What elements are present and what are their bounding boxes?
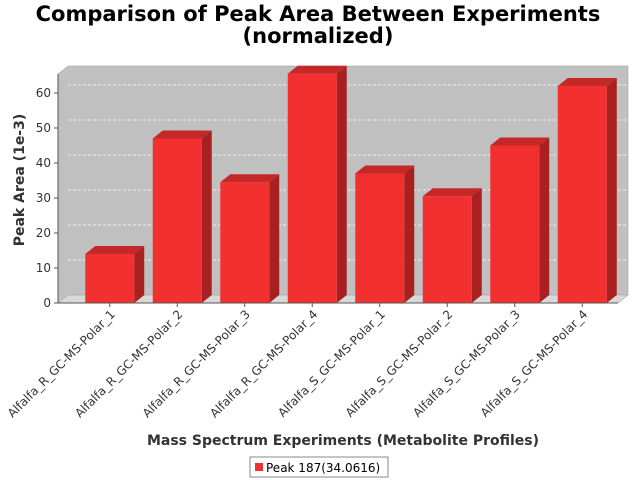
bar-side: [606, 78, 617, 303]
x-tick-label: Alfalfa_S_GC-MS-Polar_2: [343, 307, 456, 420]
y-tick-label: 40: [36, 156, 51, 170]
y-tick-label: 30: [36, 191, 51, 205]
bar-top: [152, 130, 212, 139]
bar-front: [287, 73, 337, 303]
bar-top: [422, 188, 482, 197]
bar: [355, 165, 415, 303]
y-tick-label: 20: [36, 226, 51, 240]
x-tick-label: Alfalfa_S_GC-MS-Polar_4: [478, 307, 591, 420]
legend-entry: Peak 187(34.0616): [266, 461, 380, 475]
bar: [287, 65, 347, 303]
x-tick-label: Alfalfa_S_GC-MS-Polar_1: [275, 307, 388, 420]
bar-front: [355, 173, 405, 303]
bar-side: [269, 174, 280, 303]
bar-front: [85, 254, 135, 303]
legend-box: [249, 456, 389, 478]
bar-front: [422, 196, 472, 303]
bar-side: [404, 165, 415, 303]
bar-top: [287, 65, 347, 74]
y-tick-label: 50: [36, 121, 51, 135]
bar-side: [471, 188, 482, 303]
x-axis-label: Mass Spectrum Experiments (Metabolite Pr…: [147, 433, 539, 449]
bar: [490, 137, 550, 303]
y-tick-label: 0: [43, 296, 51, 310]
bar-top: [220, 174, 280, 183]
bar: [422, 188, 482, 303]
bar-front: [152, 138, 202, 303]
x-tick-label: Alfalfa_R_GC-MS-Polar_2: [72, 307, 185, 420]
bar-top: [557, 78, 617, 86]
x-tick-label: Alfalfa_S_GC-MS-Polar_3: [410, 307, 523, 420]
bar-top: [85, 246, 145, 254]
bar: [220, 174, 280, 303]
bar-side: [201, 130, 212, 303]
y-axis: 0 10 20 30 40 50 60: [36, 74, 59, 310]
bar: [557, 78, 617, 303]
y-axis-label: Peak Area (1e-3): [12, 114, 28, 247]
bar-front: [490, 145, 540, 303]
x-tick-label: Alfalfa_R_GC-MS-Polar_3: [140, 307, 253, 420]
x-tick-label: Alfalfa_R_GC-MS-Polar_1: [5, 307, 118, 420]
x-axis: Alfalfa_R_GC-MS-Polar_1Alfalfa_R_GC-MS-P…: [5, 302, 618, 420]
y-tick-label: 60: [36, 86, 51, 100]
legend: Peak 187(34.0616): [249, 456, 389, 478]
bar-side: [336, 65, 347, 303]
x-tick-label: Alfalfa_R_GC-MS-Polar_4: [207, 307, 320, 420]
bar-front: [557, 86, 607, 303]
bar-front: [220, 182, 270, 303]
bar-side: [134, 246, 145, 303]
bar-top: [490, 137, 550, 146]
chart-title-line-1: Comparison of Peak Area Between Experime…: [36, 2, 601, 26]
bar-top: [355, 165, 415, 174]
bar: [85, 246, 145, 303]
chart-title-line-2: (normalized): [243, 24, 394, 48]
legend-swatch: [255, 463, 263, 471]
y-tick-label: 10: [36, 261, 51, 275]
bar: [152, 130, 212, 303]
bars-group: [85, 65, 617, 303]
bar-side: [539, 137, 550, 303]
